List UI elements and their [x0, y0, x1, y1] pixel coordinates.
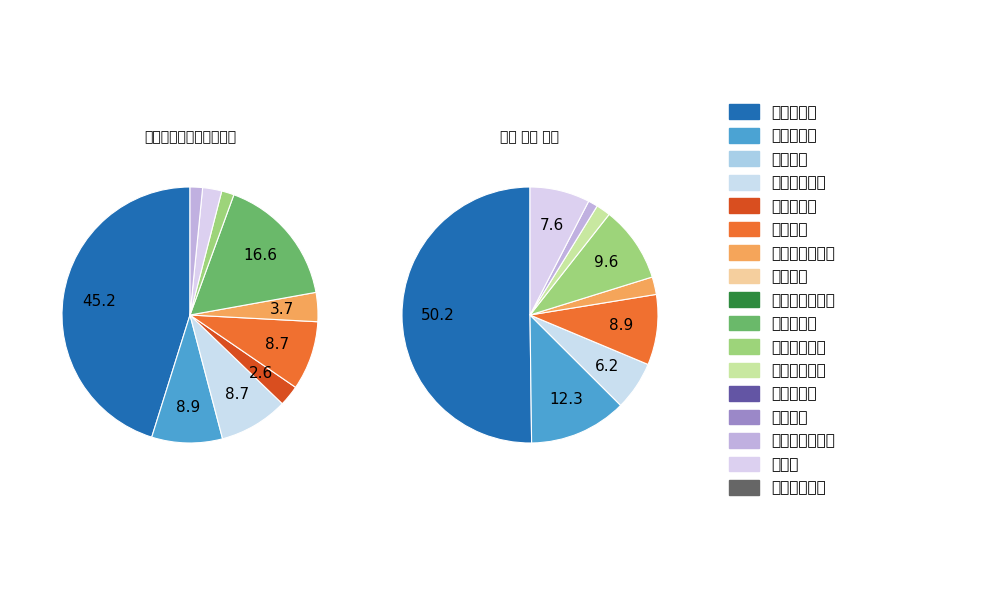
Wedge shape — [190, 315, 318, 388]
Wedge shape — [190, 292, 318, 322]
Text: 12.3: 12.3 — [549, 392, 583, 407]
Text: 16.6: 16.6 — [244, 248, 278, 263]
Wedge shape — [152, 315, 223, 443]
Wedge shape — [190, 188, 222, 315]
Wedge shape — [190, 191, 234, 315]
Text: 8.9: 8.9 — [609, 318, 634, 333]
Text: 3.7: 3.7 — [270, 302, 294, 317]
Wedge shape — [190, 315, 282, 439]
Text: 45.2: 45.2 — [82, 293, 116, 308]
Wedge shape — [62, 187, 190, 437]
Wedge shape — [190, 195, 316, 315]
Wedge shape — [530, 277, 656, 315]
Title: パ・リーグ全プレイヤー: パ・リーグ全プレイヤー — [144, 130, 236, 144]
Text: 50.2: 50.2 — [421, 308, 455, 323]
Text: 2.6: 2.6 — [249, 365, 274, 380]
Wedge shape — [190, 315, 296, 404]
Wedge shape — [530, 201, 597, 315]
Wedge shape — [530, 206, 609, 315]
Wedge shape — [530, 214, 652, 315]
Wedge shape — [530, 187, 589, 315]
Text: 9.6: 9.6 — [594, 255, 618, 270]
Text: 8.7: 8.7 — [225, 387, 249, 402]
Text: 8.7: 8.7 — [265, 337, 289, 352]
Text: 7.6: 7.6 — [540, 218, 564, 233]
Wedge shape — [402, 187, 532, 443]
Legend: ストレート, ツーシーム, シュート, カットボール, スプリット, フォーク, チェンジアップ, シンカー, 高速スライダー, スライダー, 縦スライダー, : ストレート, ツーシーム, シュート, カットボール, スプリット, フォーク,… — [723, 98, 842, 502]
Text: 6.2: 6.2 — [594, 359, 619, 374]
Wedge shape — [190, 187, 203, 315]
Wedge shape — [530, 315, 621, 443]
Wedge shape — [530, 315, 648, 406]
Title: 角中 勝也 選手: 角中 勝也 選手 — [501, 130, 560, 144]
Text: 8.9: 8.9 — [176, 400, 200, 415]
Wedge shape — [530, 295, 658, 364]
